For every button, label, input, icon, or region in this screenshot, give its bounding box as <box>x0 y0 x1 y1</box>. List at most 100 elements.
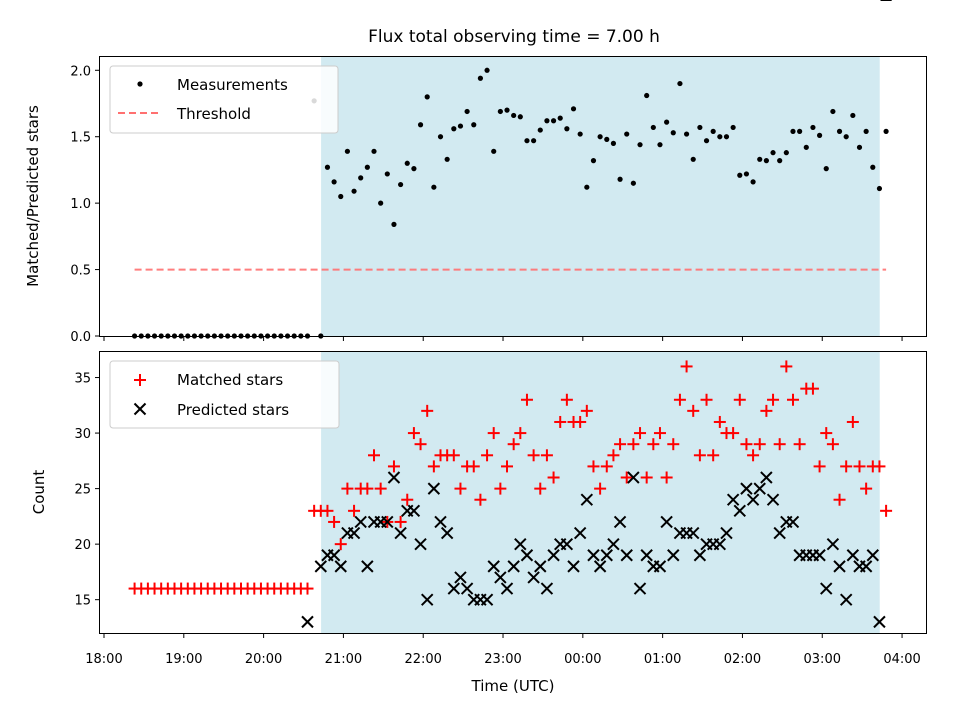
x-tick-label: 18:00 <box>85 652 122 667</box>
predicted-star-marker <box>414 537 427 551</box>
measurement-point <box>790 128 796 134</box>
predicted-star-marker <box>600 549 613 562</box>
matched-star-marker <box>501 460 514 473</box>
predicted-star-marker <box>660 515 673 529</box>
x-tick-label: 23:00 <box>484 652 521 667</box>
measurement-point <box>763 158 769 164</box>
y-tick-label: 1.5 <box>70 131 91 146</box>
measurement-point <box>677 80 683 87</box>
measurement-point <box>417 122 424 128</box>
measurement-point <box>697 124 703 131</box>
matched-star-marker <box>840 460 853 473</box>
matched-star-marker <box>700 393 713 406</box>
matched-star-marker <box>860 482 873 495</box>
predicted-star-marker <box>833 560 846 573</box>
measurement-point <box>597 134 603 140</box>
measurement-point <box>444 156 450 162</box>
matched-star-marker <box>534 482 547 495</box>
predicted-star-marker <box>421 593 434 606</box>
measurement-point <box>750 179 756 185</box>
y-tick-label: 25 <box>74 483 91 498</box>
measurement-point <box>717 134 723 140</box>
measurement-point <box>570 106 577 112</box>
y-tick-label: 35 <box>74 372 91 387</box>
y-tick-label: 30 <box>74 427 91 442</box>
predicted-star-marker <box>866 549 880 562</box>
predicted-star-marker <box>667 549 680 562</box>
y-tick-label: 2.0 <box>70 64 91 79</box>
measurement-point <box>883 128 889 134</box>
predicted-star-marker <box>520 549 534 562</box>
predicted-star-marker <box>527 571 540 584</box>
measurement-point <box>398 181 404 188</box>
predicted-star-marker <box>786 515 800 529</box>
predicted-star-marker <box>567 560 580 573</box>
predicted-star-marker <box>826 537 840 551</box>
predicted-star-marker <box>381 515 394 529</box>
predicted-star-marker <box>813 549 826 562</box>
measurement-point <box>584 184 590 190</box>
measurement-point <box>843 134 849 140</box>
measurement-point <box>823 166 829 172</box>
measurement-point <box>737 172 743 178</box>
predicted-star-marker <box>859 560 873 573</box>
x-tick-label: 00:00 <box>564 652 601 667</box>
measurement-point <box>604 136 610 142</box>
matched-star-marker <box>301 582 314 595</box>
measurement-point <box>537 127 543 133</box>
predicted-star-marker <box>627 471 640 484</box>
measurement-point <box>431 184 437 190</box>
measurement-point <box>730 124 736 131</box>
predicted-star-marker <box>487 560 500 573</box>
matched-star-marker <box>680 360 693 373</box>
measurement-point <box>497 108 503 115</box>
predicted-star-marker <box>820 582 833 595</box>
matched-star-marker <box>321 504 334 517</box>
top-legend: Measurements Threshold <box>109 65 339 134</box>
matched-star-marker <box>368 449 381 462</box>
measurement-point <box>338 193 344 200</box>
x-tick-label: 01:00 <box>644 652 681 667</box>
matched-star-marker <box>773 438 786 451</box>
predicted-star-marker <box>500 582 514 595</box>
measurement-point <box>630 180 636 186</box>
predicted-star-marker <box>760 471 773 484</box>
matched-star-marker <box>786 393 799 406</box>
matched-star-marker <box>334 538 347 551</box>
predicted-star-marker <box>327 549 341 562</box>
measurement-point <box>650 124 656 131</box>
matched-star-marker <box>687 404 700 417</box>
measurement-point <box>344 148 351 154</box>
matched-star-marker <box>560 393 573 406</box>
predicted-star-marker <box>733 504 746 518</box>
measurement-point <box>670 130 676 136</box>
measurement-point <box>524 138 530 144</box>
x-tick-label: 04:00 <box>883 652 920 667</box>
matched-star-marker <box>813 460 826 473</box>
matched-star-marker <box>514 427 527 440</box>
matched-star-marker <box>853 460 866 473</box>
measurement-point <box>471 122 477 128</box>
matched-star-marker <box>547 471 560 484</box>
matched-star-marker <box>627 438 640 451</box>
matched-star-marker <box>454 482 467 495</box>
predicted-star-marker <box>593 560 607 573</box>
measurement-point <box>777 158 783 164</box>
measurement-point <box>723 134 730 140</box>
matched-star-marker <box>740 438 753 451</box>
measurement-point <box>870 164 876 170</box>
predicted-star-marker <box>540 582 554 595</box>
predicted-star-marker <box>766 493 780 506</box>
matched-star-marker <box>620 471 633 484</box>
matched-star-marker <box>826 438 839 451</box>
measurement-point <box>404 160 410 166</box>
predicted-star-marker <box>713 537 727 551</box>
measurement-point <box>358 175 364 181</box>
matched-star-marker <box>414 438 427 451</box>
measurement-point <box>484 67 490 73</box>
measurement-point <box>863 128 869 134</box>
predicted-star-marker <box>873 615 886 629</box>
matched-star-marker <box>328 515 341 528</box>
matched-star-marker <box>780 360 793 373</box>
measurement-point <box>324 164 331 170</box>
